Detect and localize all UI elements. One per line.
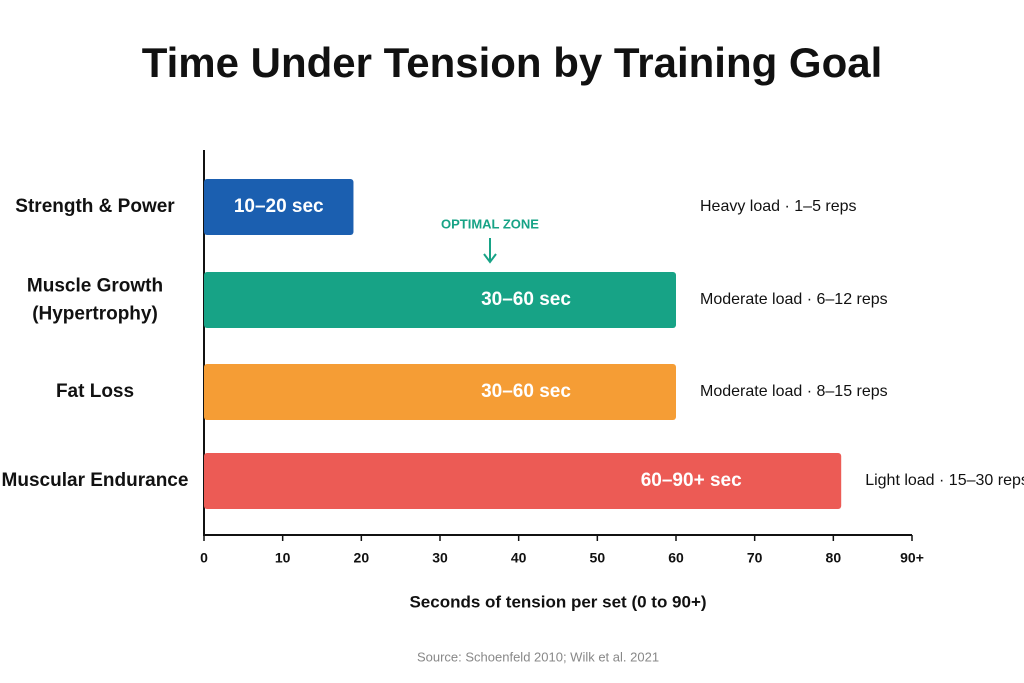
bar <box>204 179 354 235</box>
annotation-arrow <box>483 238 497 264</box>
bar <box>204 453 842 509</box>
x-tick-label: 50 <box>590 550 606 566</box>
x-tick-label: 10 <box>275 550 291 566</box>
x-tick-label: 40 <box>511 550 527 566</box>
bar-label: 60–90+ sec <box>641 470 742 491</box>
x-tick-label: 90+ <box>900 550 924 566</box>
y-tick-label: Strength & Power <box>15 196 175 218</box>
bar <box>204 272 676 328</box>
note: Heavy load · 1–5 reps <box>700 198 857 215</box>
x-tick-label: 80 <box>826 550 842 566</box>
x-tick-label: 0 <box>200 550 208 566</box>
y-tick-label: Muscle Growth (Hypertrophy) <box>26 275 164 324</box>
y-tick-label: Fat Loss <box>55 381 135 403</box>
source: Source: Schoenfeld 2010; Wilk et al. 202… <box>417 649 659 664</box>
bar <box>204 364 676 420</box>
x-tick-label: 60 <box>668 550 684 566</box>
x-tick-label: 30 <box>432 550 448 566</box>
x-tick-label: 20 <box>354 550 370 566</box>
note: Light load · 15–30 reps <box>865 472 1024 489</box>
x-axis-label: Seconds of tension per set (0 to 90+) <box>409 592 706 611</box>
x-tick-label: 70 <box>747 550 763 566</box>
annotation: OPTIMAL ZONE <box>441 216 539 231</box>
chart-title: Time Under Tension by Training Goal <box>142 39 883 86</box>
note: Moderate load · 6–12 reps <box>700 291 888 308</box>
bar-label: 30–60 sec <box>481 289 571 310</box>
note: Moderate load · 8–15 reps <box>700 383 888 400</box>
bar-label: 10–20 sec <box>234 196 324 217</box>
y-tick-label: Muscular Endurance <box>1 470 189 492</box>
bar-label: 30–60 sec <box>481 381 571 402</box>
